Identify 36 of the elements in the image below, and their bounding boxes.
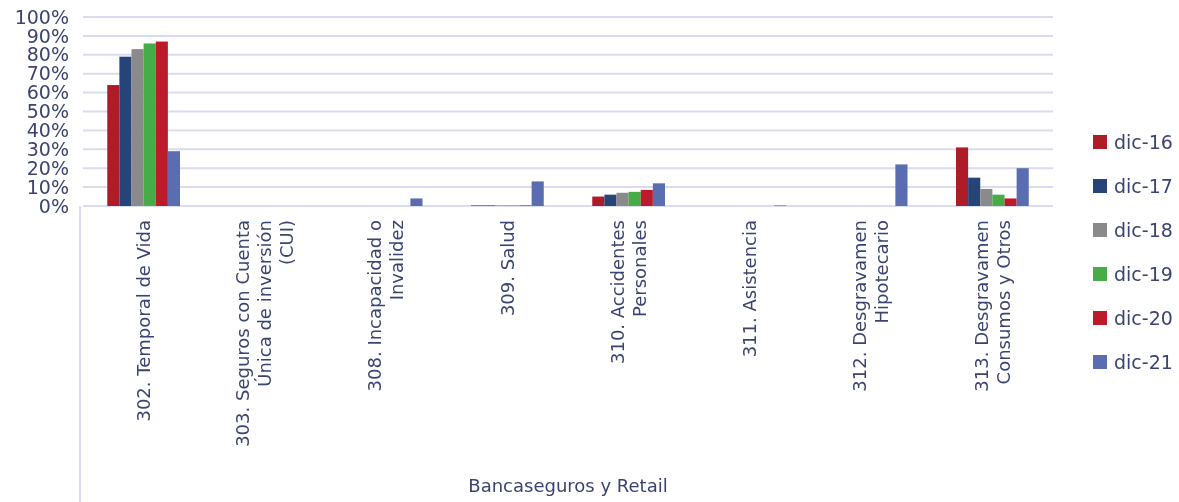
bar <box>1016 168 1029 206</box>
legend-label: dic-16 <box>1114 130 1173 153</box>
bar <box>640 189 653 206</box>
bar <box>107 85 120 206</box>
legend-label: dic-17 <box>1114 174 1173 197</box>
bar <box>592 196 605 206</box>
x-tick-label: 312. Desgravamen Hipotecario <box>849 220 893 392</box>
x-tick-label: 309. Salud <box>496 220 518 317</box>
bar <box>143 43 156 206</box>
legend-label: dic-19 <box>1114 262 1173 285</box>
bar <box>131 49 144 206</box>
x-tick-label: 303. Seguros con Cuenta Única de inversión (CUI) <box>232 220 298 447</box>
x-tick-label: 302. Temporal de Vida <box>132 220 154 422</box>
bar <box>167 151 180 206</box>
legend-label: dic-20 <box>1114 306 1173 329</box>
bar <box>1004 198 1017 206</box>
bar <box>410 198 423 206</box>
bar <box>119 56 132 206</box>
bar <box>155 41 168 206</box>
bar <box>616 192 629 206</box>
bar <box>956 147 969 206</box>
legend-label: dic-21 <box>1114 350 1173 373</box>
x-tick-label: 308. Incapacidad o Invalidez <box>364 220 408 392</box>
bar <box>992 194 1005 206</box>
bar <box>652 183 665 206</box>
bar <box>895 164 908 206</box>
x-axis-title: Bancaseguros y Retail <box>468 475 668 496</box>
x-tick-label: 313. Desgravamen Consumos y Otros <box>970 220 1014 392</box>
bar <box>968 177 981 206</box>
bar <box>628 191 641 206</box>
x-tick-label: 310. Accidentes Personales <box>606 220 650 365</box>
bar <box>980 188 993 206</box>
bar <box>604 194 617 206</box>
legend-label: dic-18 <box>1114 218 1173 241</box>
bar <box>531 181 544 206</box>
x-tick-label: 311. Asistencia <box>739 220 761 358</box>
